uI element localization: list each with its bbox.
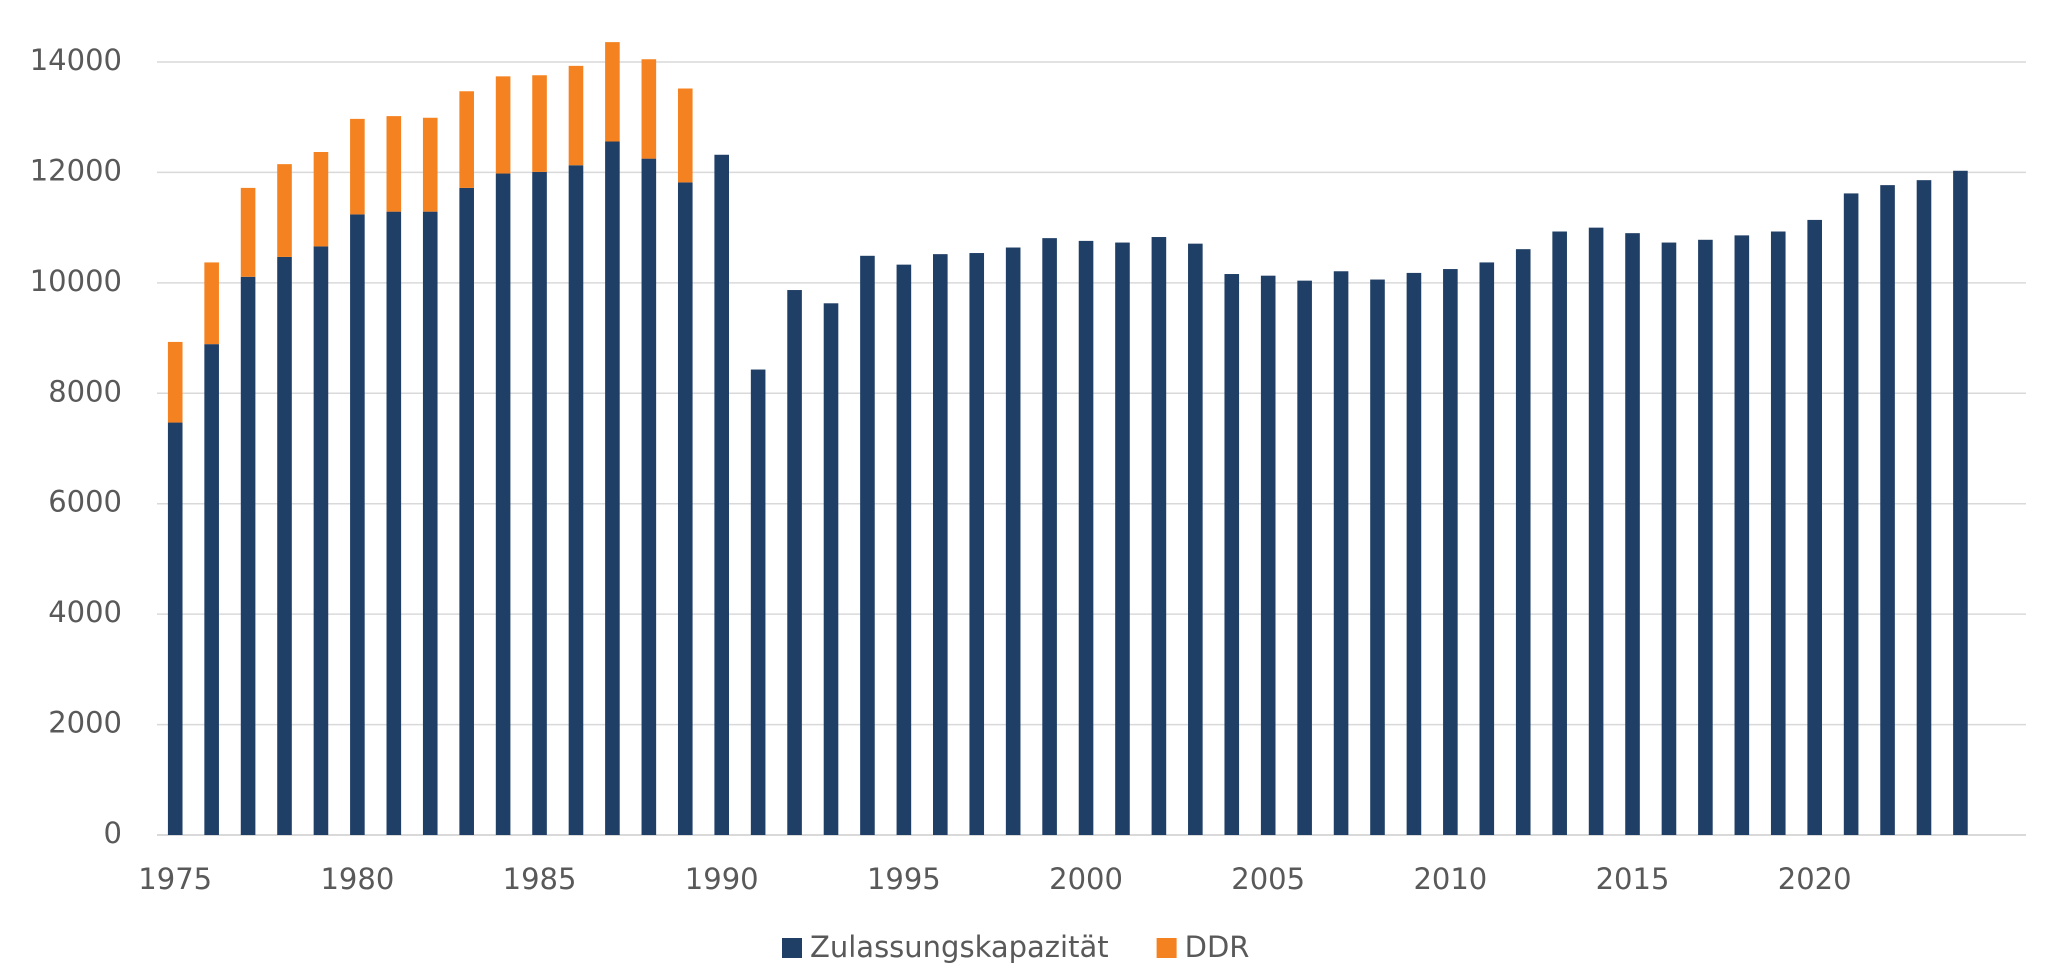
bar [277, 164, 292, 257]
bar [1734, 235, 1750, 835]
bar [1698, 239, 1713, 836]
bar [386, 211, 402, 835]
bar [605, 42, 620, 142]
bar [495, 76, 511, 174]
bar [240, 276, 256, 835]
legend-swatch [782, 938, 802, 958]
bar [277, 256, 292, 835]
bar [240, 187, 256, 277]
bar [459, 187, 474, 836]
bar [1078, 240, 1094, 835]
y-tick-label: 12000 [30, 153, 122, 187]
bar [1115, 242, 1130, 835]
bar [350, 214, 365, 836]
bar [1661, 242, 1677, 835]
bar [313, 151, 329, 247]
bar [313, 246, 329, 835]
bar [422, 211, 438, 835]
bar [1188, 243, 1203, 835]
bar [386, 116, 402, 212]
bar [350, 118, 365, 215]
x-tick-label: 2020 [1778, 862, 1852, 896]
x-tick-label: 1985 [503, 862, 577, 896]
bar [860, 255, 875, 836]
bar [1843, 193, 1859, 835]
bar [568, 165, 584, 835]
bar [677, 182, 693, 836]
bar [1224, 274, 1240, 836]
y-tick-label: 6000 [48, 485, 122, 519]
bar [1370, 279, 1385, 835]
legend-label: DDR [1185, 930, 1250, 964]
x-tick-label: 2000 [1049, 862, 1123, 896]
bar [750, 369, 766, 835]
bar [933, 254, 948, 835]
bar [969, 253, 985, 835]
x-tick-label: 1980 [320, 862, 394, 896]
x-tick-label: 1975 [138, 862, 212, 896]
legend-label: Zulassungskapazität [810, 930, 1109, 964]
x-tick-label: 2015 [1596, 862, 1670, 896]
bar [896, 264, 912, 835]
bar [1515, 249, 1531, 836]
x-tick-label: 2005 [1231, 862, 1305, 896]
legend-swatch [1156, 938, 1177, 958]
bar [459, 91, 474, 188]
x-tick-label: 1990 [685, 862, 759, 896]
bar [641, 158, 657, 835]
bar [167, 341, 183, 423]
bar [641, 59, 657, 159]
bar [204, 262, 219, 345]
bar [495, 173, 511, 836]
bar [1552, 231, 1567, 835]
bar [1770, 231, 1786, 835]
bar [1297, 280, 1312, 835]
bar [1443, 269, 1458, 835]
bar [1260, 275, 1276, 835]
y-tick-label: 10000 [30, 264, 122, 298]
bar [1333, 271, 1349, 835]
bar [1953, 170, 1968, 835]
bar [1625, 233, 1640, 835]
bar [568, 65, 584, 166]
bar [1406, 272, 1422, 835]
y-tick-label: 14000 [30, 43, 122, 77]
bar [605, 141, 620, 836]
bar [823, 303, 839, 835]
bar [1807, 219, 1822, 836]
bar [677, 88, 693, 183]
bar [1588, 227, 1604, 836]
x-tick-label: 1995 [867, 862, 941, 896]
bar [1880, 185, 1895, 835]
bar [1042, 238, 1057, 836]
y-tick-label: 4000 [48, 595, 122, 629]
bar [1916, 180, 1932, 835]
bar [532, 75, 547, 172]
y-tick-label: 0 [104, 816, 122, 850]
y-tick-label: 8000 [48, 374, 122, 408]
bar [532, 171, 547, 835]
x-tick-label: 2010 [1413, 862, 1487, 896]
bar [422, 117, 438, 212]
bar [1005, 247, 1021, 835]
bar [204, 344, 219, 835]
bar [167, 422, 183, 835]
bar [1479, 262, 1495, 835]
bar [787, 290, 802, 835]
y-tick-label: 2000 [48, 706, 122, 740]
bar [714, 154, 730, 835]
bar [1151, 237, 1167, 835]
